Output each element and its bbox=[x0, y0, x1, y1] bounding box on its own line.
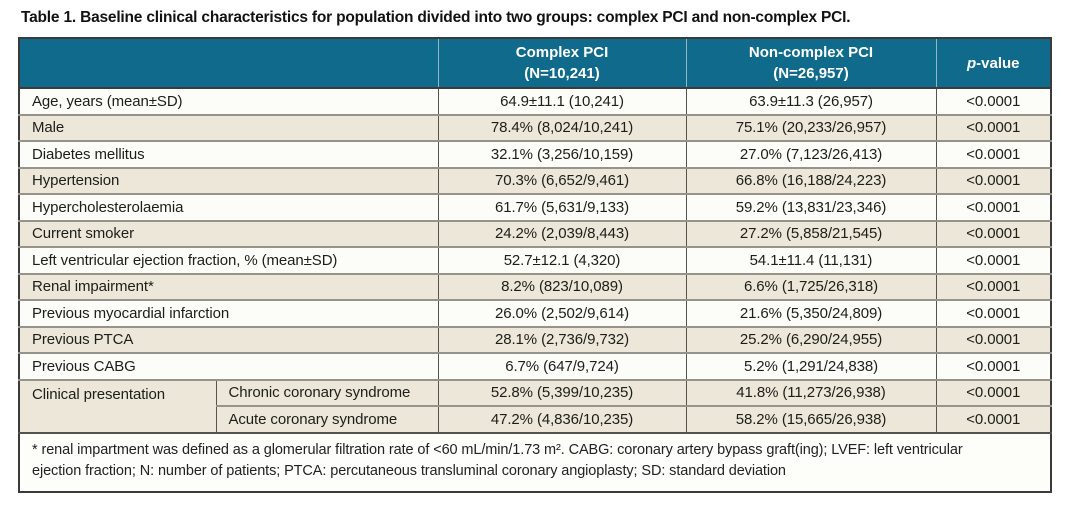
row-label: Previous PTCA bbox=[18, 325, 438, 353]
row-label: Current smoker bbox=[18, 219, 438, 247]
complex-value: 47.2% (4,836/10,235) bbox=[437, 405, 686, 433]
table-row: Hypercholesterolaemia 61.7% (5,631/9,133)… bbox=[18, 193, 1051, 221]
noncomplex-value: 25.2% (6,290/24,955) bbox=[685, 325, 936, 353]
noncomplex-value: 21.6% (5,350/24,809) bbox=[685, 299, 936, 327]
header-cell-p-value: p-value bbox=[935, 38, 1051, 89]
row-label: Age, years (mean±SD) bbox=[18, 87, 438, 115]
table-row: Left ventricular ejection fraction, % (m… bbox=[18, 246, 1051, 274]
group-sub-label: Acute coronary syndrome bbox=[215, 405, 438, 433]
table-row: Diabetes mellitus 32.1% (3,256/10,159) 27.… bbox=[18, 140, 1051, 168]
row-label: Hypertension bbox=[18, 166, 438, 194]
group-sub-label: Chronic coronary syndrome bbox=[215, 378, 438, 406]
footnote-line2: ejection fraction; N: number of patients… bbox=[32, 463, 786, 480]
p-value: <0.0001 bbox=[935, 352, 1051, 380]
p-value: <0.0001 bbox=[935, 219, 1051, 247]
header-noncomplex-line1: Non-complex PCI bbox=[748, 44, 874, 61]
complex-value: 26.0% (2,502/9,614) bbox=[437, 299, 686, 327]
footnote: * renal impartment was defined as a glom… bbox=[18, 431, 1051, 492]
complex-value: 64.9±11.1 (10,241) bbox=[437, 87, 686, 115]
noncomplex-value: 75.1% (20,233/26,957) bbox=[685, 113, 936, 141]
table-header: Complex PCI (N=10,241) Non-complex PCI (… bbox=[19, 38, 1051, 89]
p-value: <0.0001 bbox=[935, 299, 1051, 327]
table-row: Male 78.4% (8,024/10,241) 75.1% (20,233/26… bbox=[18, 113, 1051, 141]
page: Table 1. Baseline clinical characteristi… bbox=[18, 9, 1052, 493]
row-label: Renal impairment* bbox=[18, 272, 438, 300]
header-complex-line2: (N=10,241) bbox=[524, 65, 600, 82]
header-cell-empty bbox=[19, 38, 438, 89]
p-value: <0.0001 bbox=[935, 113, 1051, 141]
header-cell-complex-pci: Complex PCI (N=10,241) bbox=[437, 38, 686, 89]
table-row: Age, years (mean±SD) 64.9±11.1 (10,241) 63… bbox=[18, 87, 1051, 115]
table-group-row: Acute coronary syndrome 47.2% (4,836/10,2… bbox=[19, 405, 1051, 433]
header-cell-noncomplex-pci: Non-complex PCI (N=26,957) bbox=[685, 38, 936, 89]
p-value: <0.0001 bbox=[935, 87, 1051, 115]
clinical-characteristics-table: Complex PCI (N=10,241) Non-complex PCI (… bbox=[18, 37, 1052, 493]
p-value: <0.0001 bbox=[935, 193, 1051, 221]
header-noncomplex-line2: (N=26,957) bbox=[773, 65, 849, 82]
p-value: <0.0001 bbox=[935, 166, 1051, 194]
footnote-line1: * renal impartment was defined as a glom… bbox=[32, 441, 963, 458]
table-row: Previous PTCA 28.1% (2,736/9,732) 25.2% (6… bbox=[18, 325, 1051, 353]
table-row: Previous CABG 6.7% (647/9,724) 5.2% (1,291… bbox=[18, 352, 1051, 380]
row-label: Male bbox=[18, 113, 438, 141]
table-row: Renal impairment* 8.2% (823/10,089) 6.6% (… bbox=[18, 272, 1051, 300]
complex-value: 61.7% (5,631/9,133) bbox=[437, 193, 686, 221]
complex-value: 52.8% (5,399/10,235) bbox=[437, 378, 686, 406]
noncomplex-value: 6.6% (1,725/26,318) bbox=[685, 272, 936, 300]
p-value: <0.0001 bbox=[935, 246, 1051, 274]
table-row: Hypertension 70.3% (6,652/9,461) 66.8% (16… bbox=[18, 166, 1051, 194]
noncomplex-value: 5.2% (1,291/24,838) bbox=[685, 352, 936, 380]
p-value: <0.0001 bbox=[935, 378, 1051, 406]
p-value-italic-p: p bbox=[966, 54, 977, 72]
noncomplex-value: 27.0% (7,123/26,413) bbox=[685, 140, 936, 168]
table-group-row: Clinical presentation Chronic coronary sy… bbox=[18, 378, 1051, 433]
table-body: Age, years (mean±SD) 64.9±11.1 (10,241) 63… bbox=[18, 87, 1051, 433]
p-value: <0.0001 bbox=[935, 325, 1051, 353]
header-row: Complex PCI (N=10,241) Non-complex PCI (… bbox=[19, 38, 1051, 89]
complex-value: 78.4% (8,024/10,241) bbox=[437, 113, 686, 141]
complex-value: 24.2% (2,039/8,443) bbox=[437, 219, 686, 247]
p-value: <0.0001 bbox=[935, 405, 1051, 433]
noncomplex-value: 58.2% (15,665/26,938) bbox=[685, 405, 936, 433]
noncomplex-value: 27.2% (5,858/21,545) bbox=[685, 219, 936, 247]
table-footer: * renal impartment was defined as a glom… bbox=[18, 431, 1051, 492]
header-complex-line1: Complex PCI bbox=[515, 44, 609, 61]
table-title: Table 1. Baseline clinical characteristi… bbox=[21, 9, 851, 26]
group-row-label: Clinical presentation bbox=[18, 378, 216, 433]
p-value-rest: -value bbox=[976, 54, 1020, 72]
p-value: <0.0001 bbox=[935, 140, 1051, 168]
row-label: Left ventricular ejection fraction, % (m… bbox=[18, 246, 438, 274]
complex-value: 28.1% (2,736/9,732) bbox=[437, 325, 686, 353]
complex-value: 32.1% (3,256/10,159) bbox=[437, 140, 686, 168]
row-label: Previous CABG bbox=[18, 352, 438, 380]
noncomplex-value: 59.2% (13,831/23,346) bbox=[685, 193, 936, 221]
row-label: Diabetes mellitus bbox=[18, 140, 438, 168]
noncomplex-value: 63.9±11.3 (26,957) bbox=[685, 87, 936, 115]
noncomplex-value: 54.1±11.4 (11,131) bbox=[685, 246, 936, 274]
table-row: Current smoker 24.2% (2,039/8,443) 27.2% (… bbox=[18, 219, 1051, 247]
complex-value: 70.3% (6,652/9,461) bbox=[437, 166, 686, 194]
noncomplex-value: 41.8% (11,273/26,938) bbox=[685, 378, 936, 406]
complex-value: 52.7±12.1 (4,320) bbox=[437, 246, 686, 274]
complex-value: 6.7% (647/9,724) bbox=[437, 352, 686, 380]
footnote-row: * renal impartment was defined as a glom… bbox=[18, 431, 1051, 492]
p-value: <0.0001 bbox=[935, 272, 1051, 300]
row-label: Previous myocardial infarction bbox=[18, 299, 438, 327]
complex-value: 8.2% (823/10,089) bbox=[437, 272, 686, 300]
table-row: Previous myocardial infarction 26.0% (2,5… bbox=[18, 299, 1051, 327]
row-label: Hypercholesterolaemia bbox=[18, 193, 438, 221]
noncomplex-value: 66.8% (16,188/24,223) bbox=[685, 166, 936, 194]
